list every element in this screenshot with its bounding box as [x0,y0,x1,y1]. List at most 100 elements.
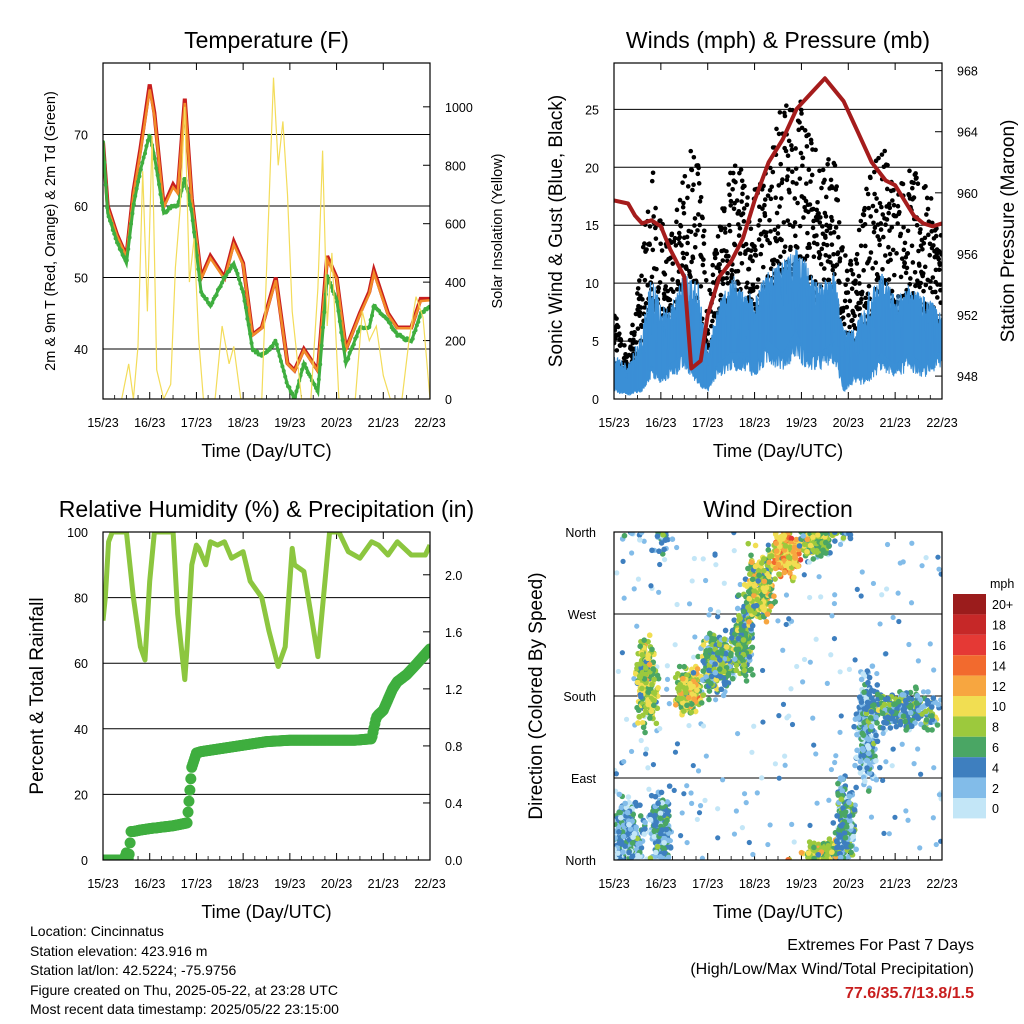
x-tick-label: 21/23 [880,877,911,891]
gust-point [827,254,832,260]
direction-point [791,574,797,581]
direction-point [717,657,723,663]
series-point [238,281,243,286]
direction-point [828,766,835,773]
direction-point [721,668,727,675]
direction-point [636,713,642,720]
direction-point [707,630,713,637]
gust-point [722,206,727,211]
y-tick-label: South [563,690,596,704]
direction-point [651,690,658,697]
direction-point [646,661,653,668]
direction-point [708,680,714,687]
direction-point [742,630,749,637]
direction-point [680,675,686,682]
gust-point [728,203,733,208]
direction-point [626,821,632,828]
gust-point [640,244,646,250]
series-point [270,344,275,349]
gust-point [907,168,912,174]
gust-point [782,113,788,119]
gust-point [923,184,928,189]
plot-border [102,531,431,861]
gust-point [840,315,846,320]
direction-point [681,791,687,797]
gust-point [659,248,665,253]
gust-point [734,198,740,203]
series-point [249,341,254,346]
precip-point [184,784,196,796]
direction-point [731,548,737,554]
series-point [130,211,135,216]
gust-point [878,227,884,232]
direction-point [776,571,782,577]
x-axis-label: Time (Day/UTC) [713,902,843,922]
series-point [302,362,307,367]
direction-point [742,576,749,582]
x-tick-label: 21/23 [368,877,399,891]
gust-point [772,227,778,233]
direction-point [735,646,742,653]
gust-point [719,225,724,231]
series-point [220,280,225,285]
direction-point [826,797,832,803]
gust-point [760,206,765,212]
series-point [122,255,127,260]
direction-point [671,787,677,793]
x-tick-label: 15/23 [598,877,629,891]
gust-point [618,338,624,343]
direction-point [748,559,755,566]
direction-point [764,611,771,617]
series-point [287,385,292,390]
series-point [157,182,162,187]
direction-point [707,647,713,653]
direction-point [768,603,774,610]
direction-point [683,685,689,692]
gust-point [642,305,647,310]
gust-point [721,276,726,281]
gust-point [936,256,942,262]
direction-point [690,762,696,769]
gust-point [775,231,781,236]
gust-point [671,289,676,295]
gust-point [737,170,742,176]
plot-area [103,77,430,399]
y-right-tick-label: 956 [957,248,978,262]
gust-point [820,167,826,173]
direction-point [740,608,747,615]
series-point [308,374,313,379]
gust-point [915,181,921,187]
gust-point [890,247,896,253]
gust-point [759,243,765,249]
gust-point [775,224,781,229]
gust-point [726,222,732,228]
direction-point [761,567,767,574]
direction-point [772,599,779,605]
gust-point [637,313,642,319]
direction-point [755,567,762,574]
direction-point [751,723,757,729]
direction-point [694,816,700,823]
gust-point [886,201,892,207]
direction-point [655,800,661,807]
x-tick-label: 22/23 [414,416,445,430]
direction-point [931,667,937,673]
gust-point [889,225,895,230]
gust-point [818,215,823,220]
gust-point [817,168,822,174]
direction-point [680,708,687,714]
gust-point [872,225,878,231]
gust-point [708,323,714,329]
direction-point [782,762,788,768]
direction-point [684,783,690,789]
direction-point [616,829,622,835]
direction-point [641,676,648,682]
direction-point [614,788,619,794]
direction-point [626,849,632,856]
gust-point [885,162,890,168]
gust-point [917,263,922,268]
series-point [294,389,299,394]
gust-point [848,262,854,267]
direction-point [638,532,645,536]
gust-point [911,195,917,200]
